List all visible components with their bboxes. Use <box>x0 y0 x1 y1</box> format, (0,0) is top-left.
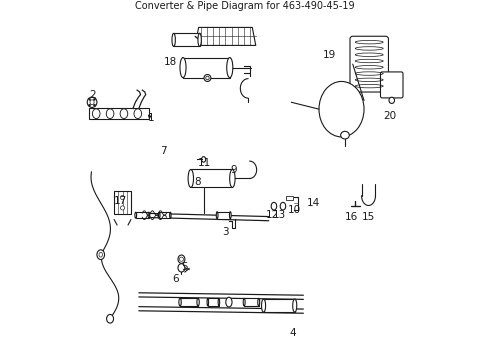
Bar <box>263 299 294 312</box>
Bar <box>183 58 229 78</box>
Ellipse shape <box>388 97 394 103</box>
Text: 17: 17 <box>114 196 127 206</box>
Text: 10: 10 <box>287 204 300 215</box>
Ellipse shape <box>280 202 285 210</box>
Text: 12: 12 <box>266 210 279 220</box>
Bar <box>114 191 131 215</box>
Circle shape <box>88 98 90 100</box>
Text: 2: 2 <box>88 90 95 100</box>
FancyBboxPatch shape <box>380 72 402 98</box>
Text: 1: 1 <box>147 113 154 123</box>
Ellipse shape <box>135 212 136 218</box>
Text: 11: 11 <box>198 158 211 168</box>
Ellipse shape <box>178 255 184 263</box>
Ellipse shape <box>106 314 113 323</box>
Text: 9: 9 <box>230 165 237 175</box>
Ellipse shape <box>180 58 185 78</box>
Text: 16: 16 <box>344 212 357 221</box>
Ellipse shape <box>90 100 94 105</box>
Text: 4: 4 <box>289 328 296 338</box>
Ellipse shape <box>271 202 276 210</box>
Ellipse shape <box>198 33 201 46</box>
Circle shape <box>205 76 209 80</box>
Ellipse shape <box>226 58 232 78</box>
Text: 15: 15 <box>361 212 374 221</box>
Text: 20: 20 <box>383 111 396 121</box>
Ellipse shape <box>261 299 265 312</box>
Text: 7: 7 <box>160 146 166 156</box>
Text: 14: 14 <box>306 198 319 208</box>
Ellipse shape <box>340 131 348 139</box>
Ellipse shape <box>197 298 199 306</box>
Text: 6: 6 <box>172 274 178 284</box>
Ellipse shape <box>172 33 175 46</box>
Ellipse shape <box>169 212 171 218</box>
Ellipse shape <box>188 170 193 188</box>
Ellipse shape <box>318 81 363 137</box>
Circle shape <box>120 206 124 210</box>
Text: 8: 8 <box>194 177 201 187</box>
Ellipse shape <box>229 170 235 188</box>
Ellipse shape <box>120 109 127 118</box>
Bar <box>286 197 292 200</box>
Ellipse shape <box>257 298 259 306</box>
Bar <box>136 212 148 218</box>
Ellipse shape <box>216 212 218 219</box>
Bar <box>217 212 230 219</box>
Ellipse shape <box>179 298 181 306</box>
Ellipse shape <box>134 109 142 118</box>
Ellipse shape <box>106 109 114 118</box>
FancyBboxPatch shape <box>349 36 387 92</box>
Ellipse shape <box>99 252 102 257</box>
Ellipse shape <box>225 297 231 307</box>
Bar <box>173 33 199 46</box>
Polygon shape <box>195 27 255 45</box>
Circle shape <box>88 104 90 106</box>
Ellipse shape <box>292 299 296 312</box>
Ellipse shape <box>229 212 231 219</box>
Bar <box>159 212 170 218</box>
Bar <box>207 298 219 306</box>
Circle shape <box>203 75 210 81</box>
Ellipse shape <box>218 298 219 306</box>
Text: 19: 19 <box>322 50 335 60</box>
Text: 5: 5 <box>181 262 188 272</box>
Ellipse shape <box>97 250 104 260</box>
Text: 18: 18 <box>163 57 176 67</box>
Ellipse shape <box>158 212 160 218</box>
Ellipse shape <box>148 212 149 218</box>
Ellipse shape <box>243 298 244 306</box>
Title: Converter & Pipe Diagram for 463-490-45-19: Converter & Pipe Diagram for 463-490-45-… <box>134 1 354 12</box>
Circle shape <box>179 257 183 261</box>
Circle shape <box>93 98 95 100</box>
Ellipse shape <box>201 157 205 162</box>
Ellipse shape <box>87 97 97 107</box>
Text: 13: 13 <box>272 210 285 220</box>
Ellipse shape <box>92 109 100 118</box>
Bar <box>244 298 258 306</box>
Text: 3: 3 <box>222 227 228 237</box>
Bar <box>180 298 198 306</box>
Circle shape <box>120 195 124 199</box>
Circle shape <box>93 104 95 106</box>
Bar <box>88 108 149 119</box>
Ellipse shape <box>178 264 184 272</box>
Ellipse shape <box>206 298 208 306</box>
Bar <box>190 170 232 188</box>
